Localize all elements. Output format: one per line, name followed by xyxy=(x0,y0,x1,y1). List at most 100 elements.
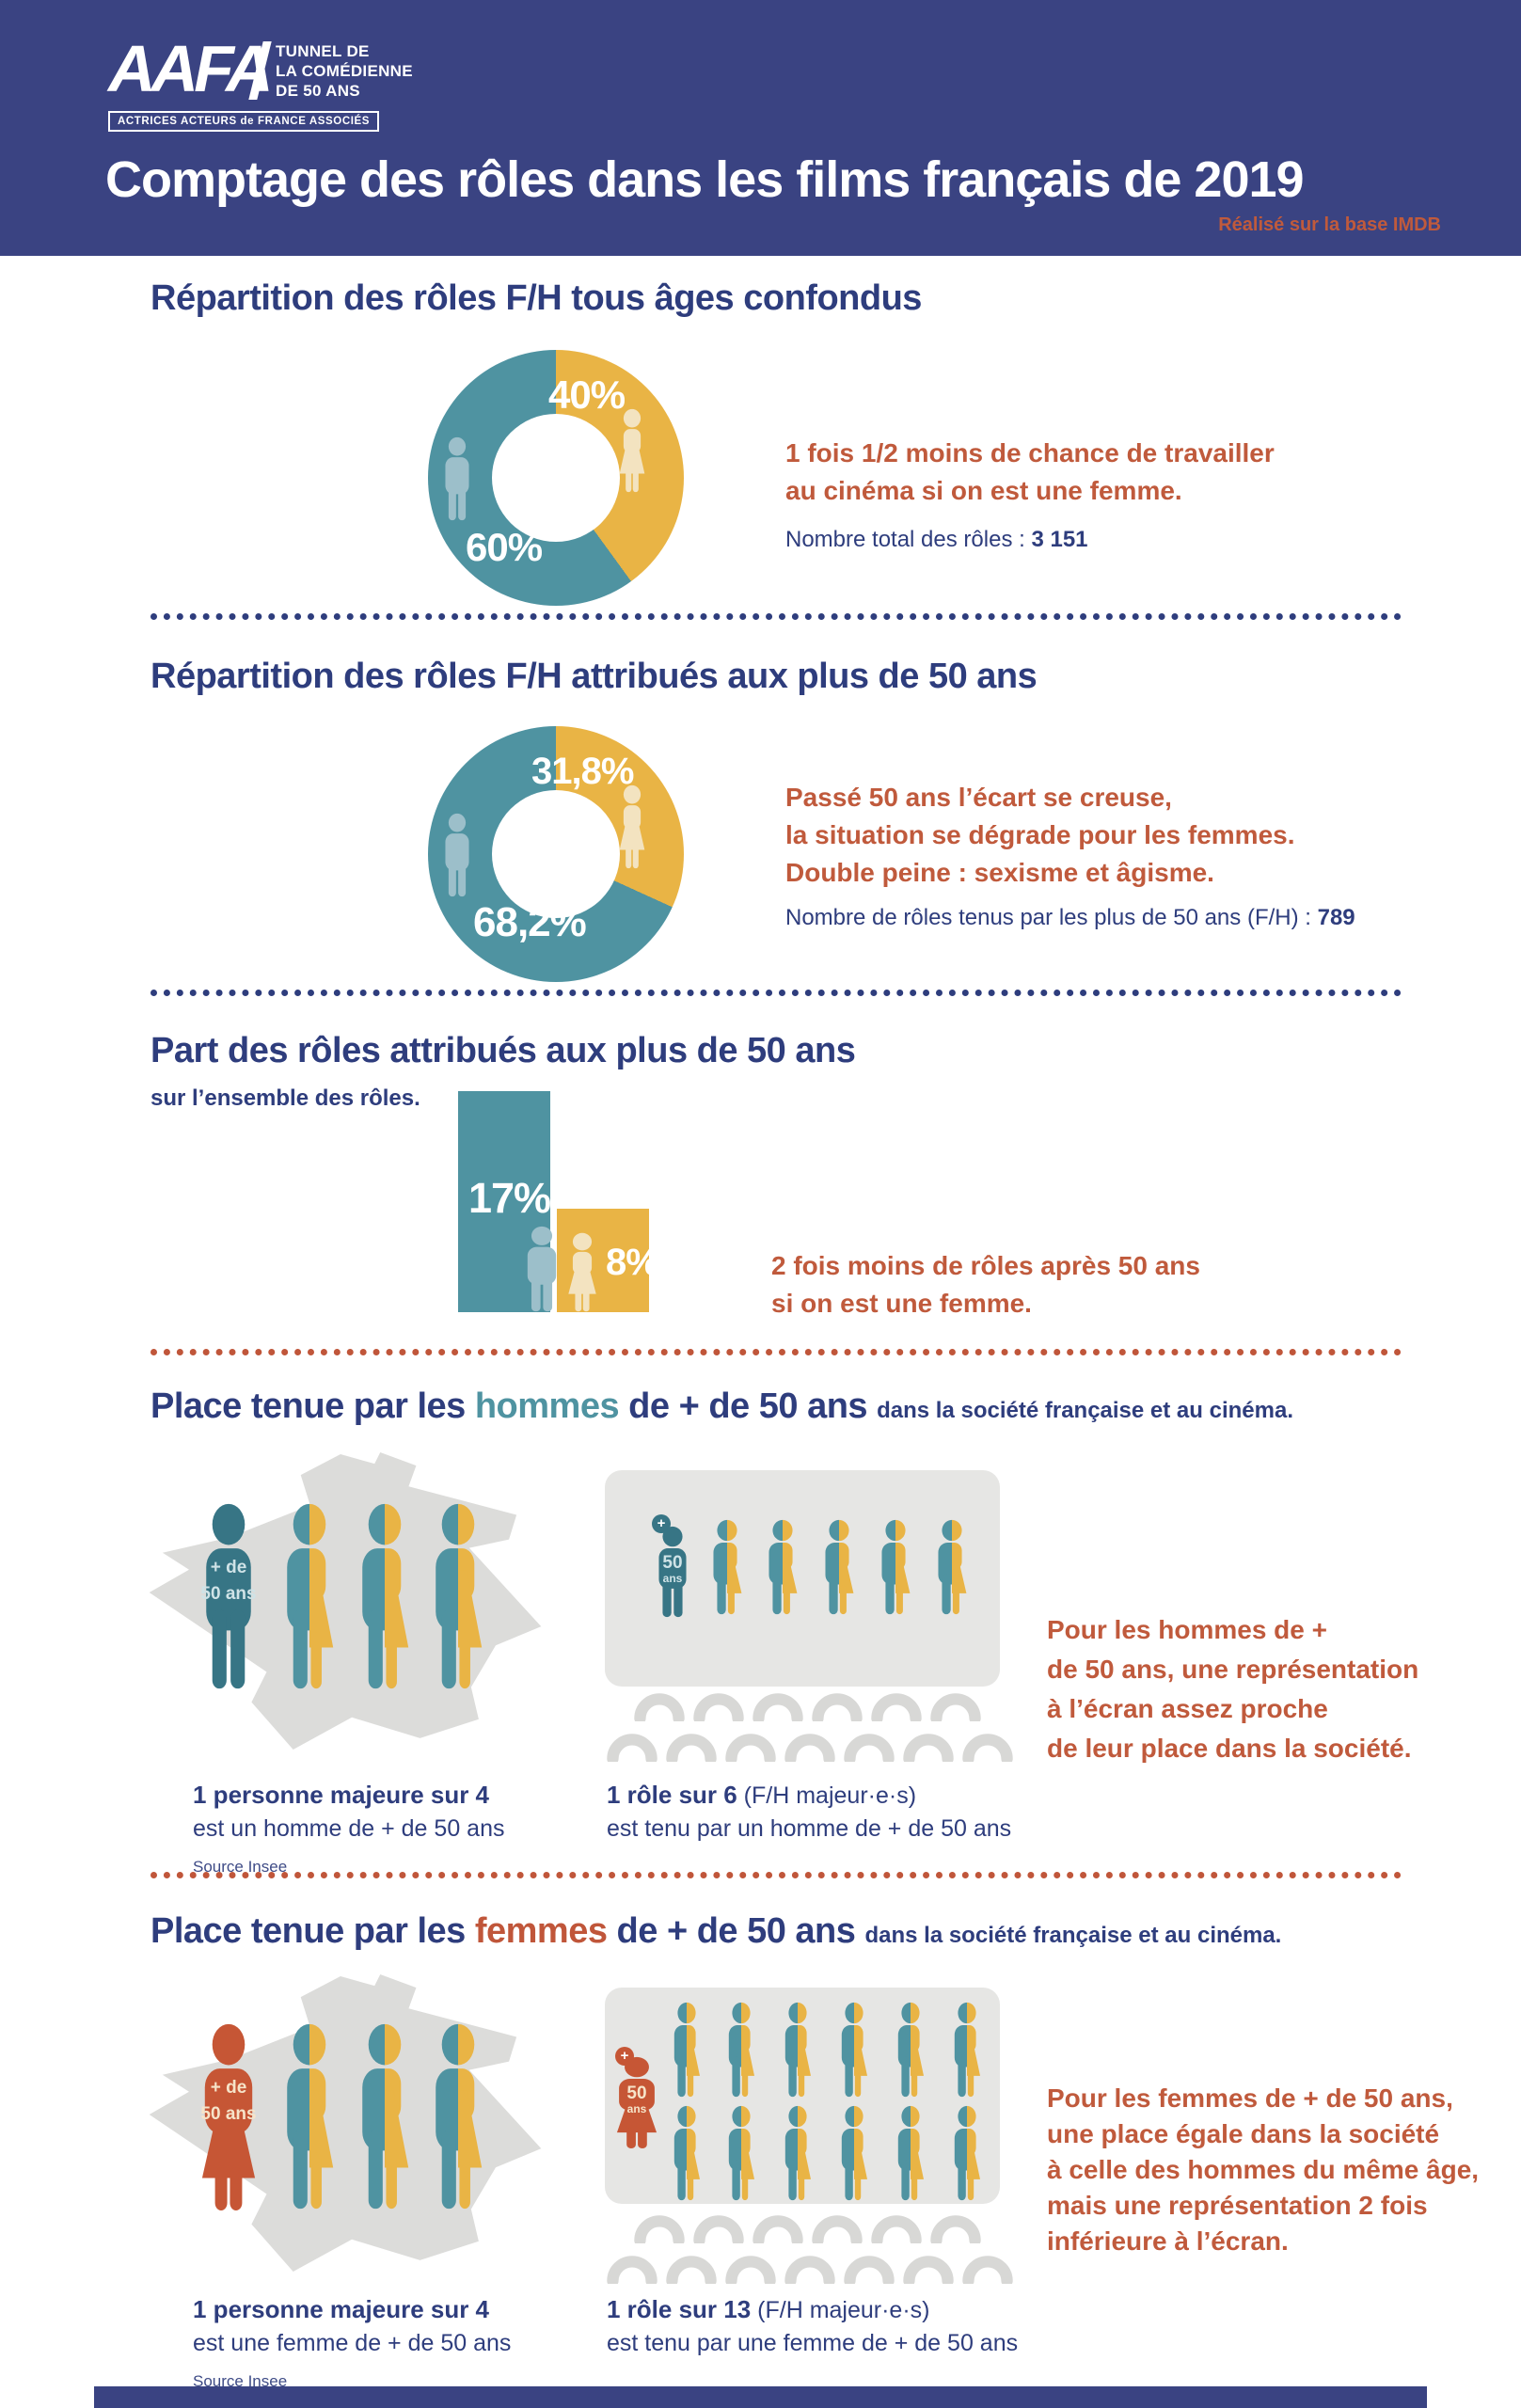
women-cinema-bold: 1 rôle sur 13 xyxy=(607,2295,752,2323)
section1-note-line2: au cinéma si on est une femme. xyxy=(785,476,1182,505)
seat-arc-icon xyxy=(605,2249,659,2284)
split-person-icon xyxy=(424,2022,492,2210)
seat-arc-icon xyxy=(751,2209,805,2243)
seat-arc-icon xyxy=(783,1727,837,1762)
seat-arc-icon xyxy=(632,1687,687,1721)
seat-arc-icon xyxy=(605,1727,659,1762)
men-society-caption: 1 personne majeure sur 4 est un homme de… xyxy=(193,1781,504,1877)
men-cinema-bold: 1 rôle sur 6 xyxy=(607,1781,737,1809)
woman-over50-figure: + de 50 ans xyxy=(195,2022,262,2210)
section2-total: Nombre de rôles tenus par les plus de 50… xyxy=(785,905,1355,931)
split-person-icon xyxy=(892,2002,929,2098)
donut1-female-label: 40% xyxy=(548,372,626,417)
men-note-line2: de 50 ans, une représentation xyxy=(1047,1655,1419,1684)
figure-label-unit: ans xyxy=(626,2102,647,2115)
split-person-icon xyxy=(722,2105,760,2201)
man-icon xyxy=(445,813,469,897)
divider-3 xyxy=(151,1349,1402,1355)
man-over50-role-figure: + 50 ans xyxy=(652,1514,693,1620)
seat-arc-icon xyxy=(869,1687,924,1721)
donut-all-ages: 40% 60% xyxy=(428,350,684,606)
section4-heading-suffix: de + de 50 ans xyxy=(619,1386,878,1426)
aafa-logo: AAFA xyxy=(108,32,274,105)
logo-baseline: ACTRICES ACTEURS de FRANCE ASSOCIÉS xyxy=(108,111,380,132)
seat-arc-icon xyxy=(960,1727,1015,1762)
seat-arc-icon xyxy=(751,1687,805,1721)
divider-1 xyxy=(151,613,1402,620)
women-cinema-caption: 1 rôle sur 13 (F/H majeur·e·s) est tenu … xyxy=(607,2295,1018,2357)
section1-heading: Répartition des rôles F/H tous âges conf… xyxy=(151,278,922,318)
women-note-line4: mais une représentation 2 fois xyxy=(1047,2191,1428,2220)
section2-heading: Répartition des rôles F/H attribués aux … xyxy=(151,657,1038,696)
split-person-icon xyxy=(668,2105,705,2201)
women-cinema-detail: (F/H majeur·e·s) xyxy=(751,2297,930,2323)
women-note-line5: inférieure à l’écran. xyxy=(1047,2226,1289,2256)
men-cinema-text: est tenu par un homme de + de 50 ans xyxy=(607,1815,1012,1842)
split-person-icon xyxy=(351,1502,419,1690)
split-person-icon xyxy=(931,1519,973,1615)
seat-arc-icon xyxy=(691,2209,746,2243)
split-person-icon xyxy=(276,1502,343,1690)
figure-label-line2: 50 ans xyxy=(200,2104,257,2124)
section3-note-line1: 2 fois moins de rôles après 50 ans xyxy=(771,1251,1200,1280)
seat-arc-icon xyxy=(901,2249,956,2284)
donut2-male-label: 68,2% xyxy=(473,899,587,945)
section2-total-label: Nombre de rôles tenus par les plus de 50… xyxy=(785,905,1318,930)
seat-arc-icon xyxy=(842,2249,896,2284)
man-icon xyxy=(527,1226,557,1312)
split-person-icon xyxy=(892,2105,929,2201)
split-person-icon xyxy=(706,1519,748,1615)
men-note-line1: Pour les hommes de + xyxy=(1047,1615,1327,1644)
seat-arc-icon xyxy=(901,1727,956,1762)
logo-tagline: TUNNEL DE LA COMÉDIENNE DE 50 ANS xyxy=(276,41,413,101)
section4-heading-prefix: Place tenue par les xyxy=(151,1386,475,1426)
section3-heading: Part des rôles attribués aux plus de 50 … xyxy=(151,1031,856,1070)
seat-arc-icon xyxy=(691,1687,746,1721)
page-subtitle: Réalisé sur la base IMDB xyxy=(1218,214,1441,235)
section2-note-line1: Passé 50 ans l’écart se creuse, xyxy=(785,783,1172,812)
women-note: Pour les femmes de + de 50 ans, une plac… xyxy=(1047,2081,1479,2259)
seat-arc-icon xyxy=(869,2209,924,2243)
men-cinema-detail: (F/H majeur·e·s) xyxy=(737,1782,917,1809)
split-person-icon xyxy=(276,2022,343,2210)
women-society-text: est une femme de + de 50 ans xyxy=(193,2330,512,2356)
section3-note: 2 fois moins de rôles après 50 ans si on… xyxy=(771,1247,1200,1323)
split-person-icon xyxy=(875,1519,916,1615)
men-note-line4: de leur place dans la société. xyxy=(1047,1734,1412,1763)
woman-icon xyxy=(619,784,645,869)
seat-arc-icon xyxy=(723,1727,778,1762)
bar-female-8 xyxy=(557,1209,649,1312)
split-person-icon xyxy=(668,2002,705,2098)
split-person-icon xyxy=(835,2002,873,2098)
man-icon xyxy=(445,436,469,521)
woman-icon xyxy=(619,408,645,493)
split-person-icon xyxy=(779,2105,816,2201)
split-person-icon xyxy=(835,2105,873,2201)
split-person-icon xyxy=(779,2002,816,2098)
plus-badge: + xyxy=(652,1514,671,1533)
seat-arc-icon xyxy=(632,2209,687,2243)
section2-note: Passé 50 ans l’écart se creuse, la situa… xyxy=(785,779,1295,892)
footer-bar xyxy=(94,2386,1427,2408)
donut-over50: 31,8% 68,2% xyxy=(428,726,684,982)
women-note-line2: une place égale dans la société xyxy=(1047,2119,1440,2148)
donut2-female-label: 31,8% xyxy=(531,751,634,792)
figure-label-num: 50 xyxy=(662,1553,683,1573)
divider-4 xyxy=(151,1872,1402,1878)
section4-heading-word: hommes xyxy=(474,1386,620,1426)
section4-heading-small: dans la société française et au cinéma. xyxy=(877,1398,1293,1423)
men-note-line3: à l’écran assez proche xyxy=(1047,1694,1328,1723)
seat-arc-icon xyxy=(928,1687,983,1721)
section5-heading: Place tenue par les femmes de + de 50 an… xyxy=(151,1911,1281,1952)
section2-total-value: 789 xyxy=(1317,905,1355,930)
logo-tagline-line1: TUNNEL DE xyxy=(276,42,370,60)
split-person-icon xyxy=(948,2002,986,2098)
section1-total-value: 3 151 xyxy=(1031,527,1088,552)
split-person-icon xyxy=(722,2002,760,2098)
split-person-icon xyxy=(424,1502,492,1690)
figure-label-unit: ans xyxy=(662,1572,683,1585)
seat-arc-icon xyxy=(783,2249,837,2284)
split-person-icon xyxy=(351,2022,419,2210)
section1-note: 1 fois 1/2 moins de chance de travailler… xyxy=(785,435,1275,510)
